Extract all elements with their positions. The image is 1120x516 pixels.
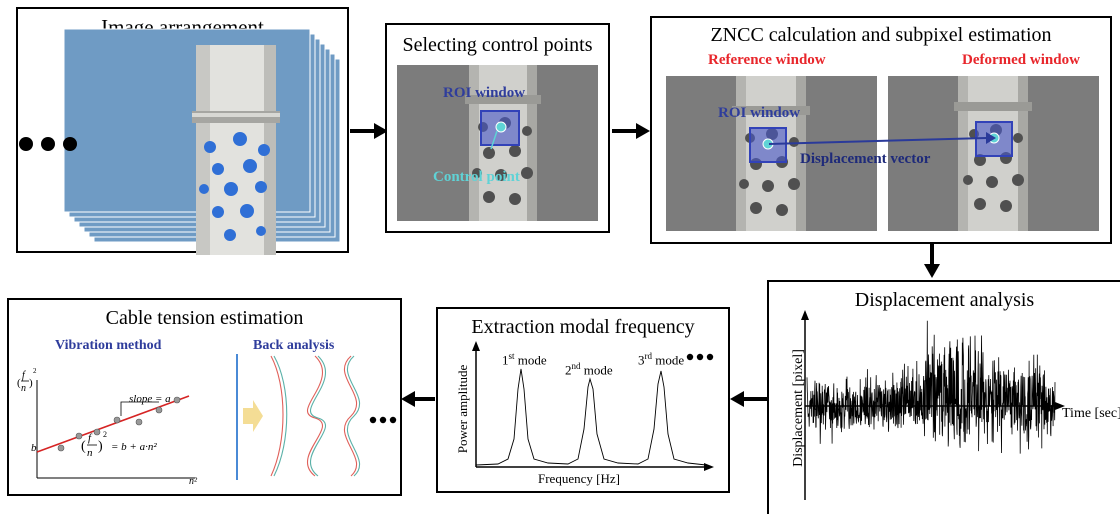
vibration-method-label: Vibration method [55, 338, 162, 353]
svg-text:(: ( [81, 439, 86, 454]
displacement-analysis-box: Displacement analysis Displacement [pixe… [767, 280, 1120, 514]
equation-rhs: = b + a·n² [111, 441, 157, 453]
back-analysis-plot [236, 354, 397, 480]
displacement-ylabel: Displacement [pixel] [791, 349, 806, 467]
extraction-modal-title: Extraction modal frequency [471, 316, 695, 338]
load-arrow [243, 400, 263, 432]
cable-tension-box: Cable tension estimation Vibration metho… [7, 298, 402, 496]
svg-text:f: f [22, 370, 26, 381]
zncc-box: ZNCC calculation and subpixel estimation… [650, 16, 1112, 244]
image-stack [63, 28, 341, 255]
roi-window-rect [480, 110, 520, 146]
arrow-1 [350, 123, 388, 139]
displacement-chart [801, 310, 1065, 500]
svg-text:): ) [98, 439, 103, 454]
vibration-method-plot: ( f n ) 2 [17, 367, 195, 479]
control-point-label: Control point [433, 169, 520, 185]
fit-line [36, 395, 190, 453]
cable-tension-title: Cable tension estimation [105, 307, 304, 329]
displacement-signal-line [806, 320, 1056, 454]
zncc-title: ZNCC calculation and subpixel estimation [710, 24, 1052, 46]
extraction-modal-box: Extraction modal frequency 1st mode 2nd … [436, 307, 730, 493]
spectrum-ylabel: Power amplitude [455, 364, 470, 454]
displacement-vector-arrow [768, 132, 996, 145]
arrow-2 [612, 123, 650, 139]
displacement-analysis-title: Displacement analysis [854, 289, 1035, 311]
deformed-photo [888, 76, 1099, 231]
control-points-photo [397, 65, 598, 221]
arrow-3 [924, 244, 940, 278]
selecting-control-points-title: Selecting control points [402, 34, 593, 56]
arrow-4 [730, 391, 768, 407]
svg-text:2: 2 [103, 430, 107, 439]
svg-text:f: f [88, 432, 93, 444]
roi-window-label: ROI window [443, 85, 526, 101]
displacement-xlabel: Time [sec] [1062, 406, 1120, 421]
selecting-control-points-box: Selecting control points ROI window Cont… [385, 23, 610, 233]
image-arrangement-box: Image arrangement [16, 7, 349, 255]
mode-2-label: 2nd mode [565, 361, 613, 378]
modal-spectrum-chart [472, 341, 714, 471]
mode-3-label: 3rd mode [638, 351, 685, 368]
target-dots [199, 132, 270, 241]
arrow-5 [401, 391, 435, 407]
reference-window-label: Reference window [708, 52, 826, 68]
deformed-window-label: Deformed window [962, 52, 1080, 68]
zncc-roi-window-label: ROI window [718, 105, 801, 121]
intercept-b-label: b [31, 442, 37, 454]
reference-photo [666, 76, 877, 231]
svg-text:n: n [87, 447, 93, 459]
svg-text:n: n [21, 383, 26, 394]
svg-text:(: ( [17, 377, 21, 389]
back-analysis-label: Back analysis [253, 338, 335, 353]
displacement-vector-label: Displacement vector [800, 151, 931, 167]
slope-label: slope = a [129, 393, 171, 405]
n2-axis-label: n² [189, 476, 197, 487]
spectrum-xlabel: Frequency [Hz] [538, 471, 620, 486]
svg-text:2: 2 [33, 367, 37, 375]
control-point-marker [495, 121, 507, 133]
spectrum-line [475, 368, 707, 466]
equation-fraction: ( f n ) 2 [81, 430, 107, 459]
more-images-ellipsis [19, 137, 77, 151]
mode-1-label: 1st mode [502, 351, 547, 368]
svg-text:): ) [29, 377, 33, 389]
